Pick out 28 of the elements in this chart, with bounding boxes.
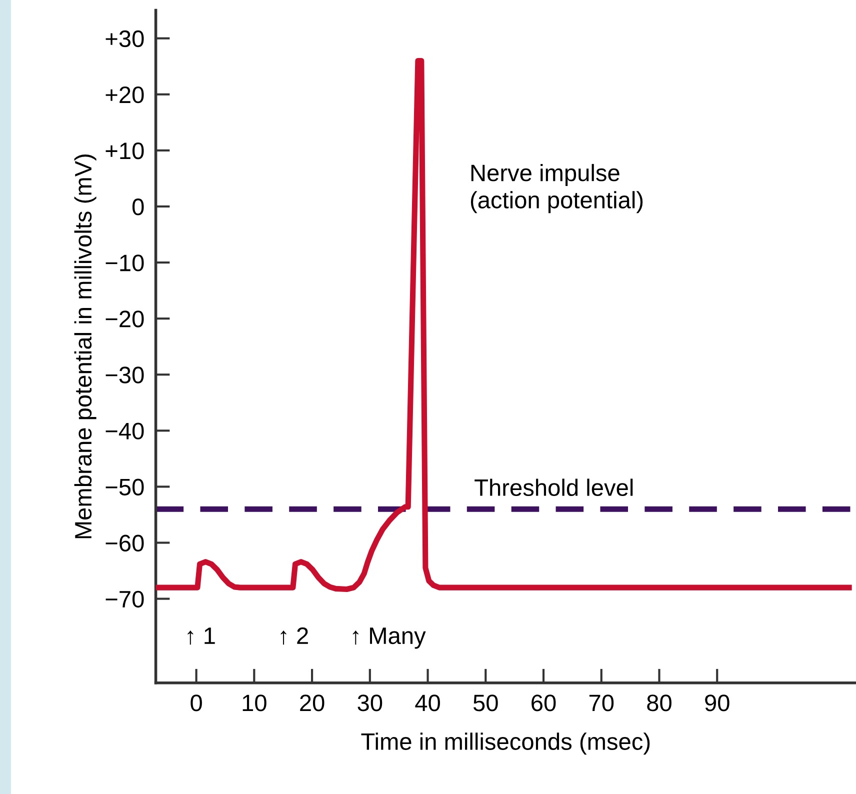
y-tick-label: −20 (106, 310, 144, 328)
y-tick-label: −10 (106, 254, 144, 272)
x-tick-label: 40 (415, 694, 440, 712)
y-tick-label: 0 (132, 198, 144, 216)
y-tick-label: −60 (106, 534, 144, 552)
x-tick-label: 30 (358, 694, 382, 712)
x-tick-label: 70 (589, 694, 614, 712)
x-tick-label: 10 (242, 694, 266, 712)
annotation: ↑ 2 (280, 627, 308, 645)
y-tick-label: −30 (106, 366, 144, 384)
y-axis-title: Membrane potential in millivolts (mV) (74, 154, 96, 538)
ref-line-label: Threshold level (474, 478, 633, 496)
y-tick-label: +30 (106, 30, 144, 48)
x-tick-label: 80 (647, 694, 672, 712)
y-tick-label: +20 (106, 86, 144, 104)
annotation: Nerve impulse (action potential) (470, 164, 643, 214)
x-tick-label: 20 (300, 694, 324, 712)
y-tick-label: −70 (106, 590, 144, 608)
x-tick-label: 60 (532, 694, 556, 712)
y-tick-label: −50 (106, 478, 144, 496)
x-tick-label: 50 (473, 694, 498, 712)
annotation: ↑ Many (352, 628, 426, 649)
y-tick-label: −40 (106, 422, 144, 440)
x-axis-title: Time in milliseconds (msec) (361, 732, 650, 755)
annotation: ↑ 1 (188, 628, 215, 645)
y-tick-label: +10 (106, 142, 144, 160)
x-tick-label: 0 (190, 694, 202, 712)
x-tick-label: 90 (705, 694, 730, 712)
